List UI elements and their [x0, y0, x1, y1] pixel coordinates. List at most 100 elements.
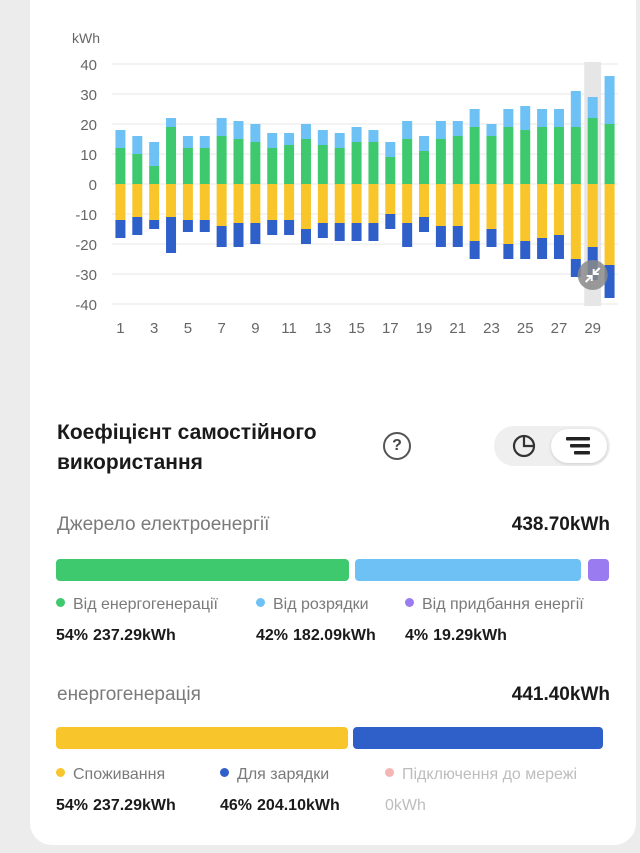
bar-segment — [199, 148, 210, 184]
bar-segment — [435, 139, 446, 184]
bar-segment — [537, 127, 548, 184]
bar-segment — [486, 184, 497, 229]
bar-segment — [604, 124, 615, 184]
bar-segment — [351, 223, 362, 241]
bar-segment — [402, 139, 413, 184]
generation-total: 441.40kWh — [511, 684, 610, 705]
bar-segment — [520, 106, 531, 130]
x-tick-label: 7 — [217, 320, 225, 337]
value-from-purchase: 4% 19.29kWh — [405, 627, 507, 644]
bar-segment — [166, 184, 177, 217]
generation-bar-charging — [353, 727, 603, 749]
list-toggle[interactable] — [551, 429, 607, 463]
y-tick-label: 10 — [80, 147, 97, 164]
bar-segment — [182, 148, 193, 184]
x-tick-label: 17 — [382, 320, 399, 337]
bar-segment — [233, 184, 244, 223]
bar-segment — [570, 184, 581, 259]
bar-segment — [385, 157, 396, 184]
bar-segment — [300, 184, 311, 229]
x-tick-label: 3 — [150, 320, 158, 337]
bar-segment — [250, 142, 261, 184]
bar-segment — [182, 184, 193, 220]
bar-segment — [132, 136, 143, 154]
x-tick-label: 1 — [116, 320, 124, 337]
legend-from-discharge: Від розрядки — [256, 596, 369, 614]
y-tick-label: -30 — [75, 267, 97, 284]
generation-bar-consumption — [56, 727, 348, 749]
pie-chart-icon — [512, 434, 536, 458]
bar-segment — [267, 220, 278, 235]
bar-segment — [469, 184, 480, 241]
bar-segment — [385, 184, 396, 214]
bar-segment — [385, 214, 396, 229]
bar-segment — [351, 142, 362, 184]
y-tick-label: 30 — [80, 87, 97, 104]
bar-segment — [317, 184, 328, 223]
value-consumption: 54% 237.29kWh — [56, 797, 176, 814]
bar-segment — [284, 133, 295, 145]
x-tick-label: 15 — [348, 320, 365, 337]
y-tick-label: 40 — [80, 57, 97, 74]
bar-segment — [216, 226, 227, 247]
bar-segment — [452, 136, 463, 184]
y-tick-label: -10 — [75, 207, 97, 224]
bar-segment — [570, 127, 581, 184]
bar-segment — [520, 184, 531, 241]
bar-segment — [267, 148, 278, 184]
generation-label: енергогенерація — [57, 684, 201, 705]
bar-segment — [115, 184, 126, 220]
bar-segment — [284, 184, 295, 220]
bar-segment — [419, 136, 430, 151]
bar-segment — [469, 127, 480, 184]
x-tick-label: 23 — [483, 320, 500, 337]
bar-segment — [132, 184, 143, 217]
bar-segment — [149, 142, 160, 166]
bar-segment — [486, 136, 497, 184]
value-charging: 46% 204.10kWh — [220, 797, 340, 814]
view-toggle[interactable] — [494, 426, 610, 466]
energy-card — [30, 0, 636, 845]
collapse-arrows-icon[interactable] — [577, 260, 608, 290]
bar-segment — [149, 166, 160, 184]
bar-segment — [469, 241, 480, 259]
bar-segment — [435, 121, 446, 139]
bar-segment — [570, 259, 581, 277]
bar-segment — [402, 223, 413, 247]
bar-segment — [604, 76, 615, 124]
dot-icon — [56, 598, 65, 607]
bar-segment — [317, 223, 328, 238]
bar-segment — [250, 223, 261, 244]
legend-grid-connection: Підключення до мережі — [385, 766, 577, 784]
bar-segment — [250, 184, 261, 223]
x-tick-label: 5 — [184, 320, 192, 337]
bar-segment — [419, 217, 430, 232]
bar-segment — [115, 220, 126, 238]
bar-segment — [351, 127, 362, 142]
bar-segment — [537, 109, 548, 127]
source-total: 438.70kWh — [511, 514, 610, 535]
y-tick-label: -40 — [75, 297, 97, 314]
bar-segment — [166, 118, 177, 127]
bar-segment — [503, 109, 514, 127]
bar-segment — [149, 220, 160, 229]
bar-segment — [233, 139, 244, 184]
bar-segment — [334, 148, 345, 184]
bar-segment — [300, 139, 311, 184]
legend-charging: Для зарядки — [220, 766, 329, 784]
bar-segment — [452, 121, 463, 136]
bar-segment — [419, 151, 430, 184]
dot-icon — [56, 768, 65, 777]
bar-segment — [182, 220, 193, 232]
dot-icon — [405, 598, 414, 607]
bar-segment — [469, 109, 480, 127]
self-use-title: Коефіцієнт самостійного використання — [57, 421, 317, 474]
bar-segment — [486, 124, 497, 136]
x-tick-label: 27 — [551, 320, 568, 337]
bar-segment — [537, 238, 548, 259]
bar-segment — [166, 127, 177, 184]
x-tick-label: 9 — [251, 320, 259, 337]
pie-chart-toggle[interactable] — [497, 429, 553, 463]
question-icon[interactable]: ? — [383, 432, 411, 460]
